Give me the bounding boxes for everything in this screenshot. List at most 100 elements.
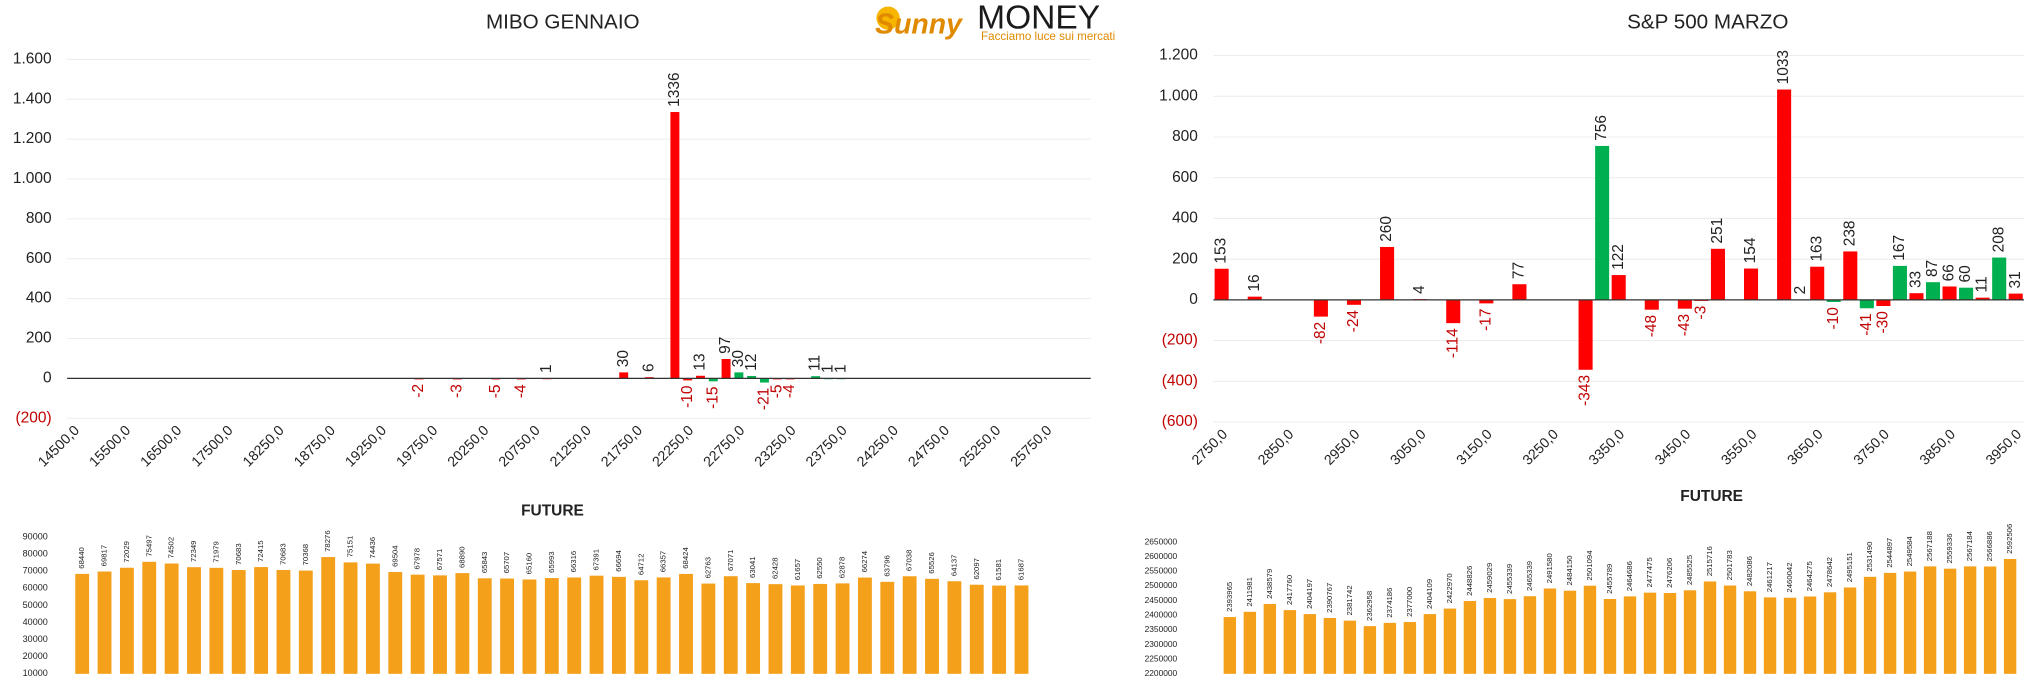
x-tick-label: 2950,0	[1321, 427, 1363, 469]
bar	[1603, 598, 1617, 674]
data-label: -2	[410, 384, 427, 398]
bar	[1578, 299, 1593, 370]
y-tick-label: 1.400	[13, 90, 52, 107]
data-label: -5	[768, 385, 785, 399]
bar	[1523, 596, 1537, 674]
data-label: 2448826	[1465, 566, 1474, 596]
x-tick-label: 3350,0	[1586, 427, 1628, 469]
bar	[1403, 622, 1417, 674]
data-label: 2515716	[1705, 546, 1714, 576]
data-label: 64712	[636, 554, 645, 576]
data-label: 153	[1213, 238, 1230, 264]
y-tick-label: 1.000	[13, 170, 52, 187]
data-label: 2559336	[1945, 533, 1954, 563]
data-label: 167	[1891, 235, 1908, 261]
data-label: 2459029	[1485, 563, 1494, 593]
bar	[1303, 614, 1317, 674]
bar	[1263, 604, 1277, 674]
data-label: 238	[1841, 220, 1858, 246]
bar	[759, 378, 769, 383]
bar	[1323, 618, 1337, 674]
data-label: 2404109	[1425, 579, 1434, 609]
data-label: 1	[832, 364, 849, 373]
bar	[1777, 89, 1792, 300]
x-tick-label: 3250,0	[1520, 427, 1562, 469]
bar	[1963, 566, 1977, 674]
bar	[1883, 572, 1897, 674]
logo: Sunny MONEY Facciamo luce sui mercati	[875, 0, 1115, 43]
bar	[142, 561, 157, 674]
data-label: 2482086	[1745, 556, 1754, 586]
data-label: 2544897	[1885, 538, 1894, 568]
bar	[619, 372, 629, 379]
x-tick-label: 2850,0	[1255, 427, 1297, 469]
y-tick-label: 2500000	[1145, 580, 1178, 590]
data-label: 75151	[346, 536, 355, 558]
data-label: 1	[538, 364, 555, 373]
data-label: 2362958	[1365, 591, 1374, 621]
y-tick-label: 10000	[23, 668, 48, 678]
bar	[701, 583, 716, 674]
x-tick-label: 23750,0	[803, 423, 851, 471]
x-tick-label: 20250,0	[445, 423, 493, 471]
bar	[1892, 265, 1907, 300]
data-label: 74436	[368, 537, 377, 559]
logo-brand: Sunny	[875, 9, 963, 41]
x-tick-label: 24750,0	[905, 423, 953, 471]
bar	[1859, 299, 1874, 309]
data-label: 66	[1941, 264, 1958, 281]
chart-title: FUTURE	[1680, 488, 1743, 505]
bar	[1346, 299, 1362, 305]
bar	[1583, 585, 1597, 674]
x-tick-label: 15500,0	[86, 423, 134, 471]
bar	[696, 375, 705, 379]
x-tick-label: 18250,0	[240, 423, 288, 471]
x-tick-label: 3850,0	[1917, 427, 1959, 469]
x-tick-label: 17500,0	[189, 423, 237, 471]
y-tick-label: 400	[1172, 210, 1198, 227]
x-tick-label: 20750,0	[496, 423, 544, 471]
x-tick-label: 14500,0	[35, 423, 83, 471]
data-label: 67038	[905, 550, 914, 572]
bar	[1743, 591, 1757, 674]
y-tick-label: 800	[1172, 128, 1198, 145]
data-label: 2411981	[1245, 577, 1254, 607]
bar	[433, 575, 447, 674]
data-label: -5	[487, 385, 504, 399]
data-label: 2549584	[1905, 536, 1914, 567]
y-tick-label: 60000	[23, 583, 48, 593]
bar	[1644, 299, 1659, 310]
bar	[1479, 299, 1494, 304]
bar	[544, 578, 559, 674]
bar	[97, 571, 112, 674]
data-label: -114	[1444, 328, 1461, 358]
y-tick-label: 2450000	[1145, 595, 1178, 605]
logo-tagline: Facciamo luce sui mercati	[981, 30, 1115, 43]
y-tick-label: 2250000	[1145, 653, 1178, 663]
data-label: 2592506	[2005, 524, 2014, 554]
data-label: 12	[743, 354, 760, 371]
data-label: 72415	[256, 540, 265, 562]
bar	[589, 575, 604, 674]
y-tick-label: (200)	[16, 409, 52, 426]
bar	[723, 576, 738, 674]
y-tick-label: 2600000	[1145, 551, 1178, 561]
bar	[1959, 287, 1974, 300]
bar	[925, 578, 939, 674]
bar	[1383, 622, 1397, 674]
bar	[477, 578, 492, 674]
x-tick-label: 21750,0	[598, 423, 646, 471]
data-label: 2465339	[1525, 561, 1534, 591]
data-label: 30	[730, 350, 747, 367]
data-label: 69504	[390, 545, 399, 567]
bar	[119, 567, 134, 674]
bar	[1823, 592, 1837, 674]
chart-title: MIBO GENNAIO	[486, 11, 640, 34]
data-label: 77	[1511, 262, 1528, 279]
data-label: 75497	[144, 535, 153, 557]
bar	[1503, 599, 1517, 674]
data-label: 208	[1990, 227, 2007, 253]
data-label: -4	[512, 384, 529, 398]
y-tick-label: 400	[26, 290, 52, 307]
data-label: 67071	[726, 550, 735, 572]
